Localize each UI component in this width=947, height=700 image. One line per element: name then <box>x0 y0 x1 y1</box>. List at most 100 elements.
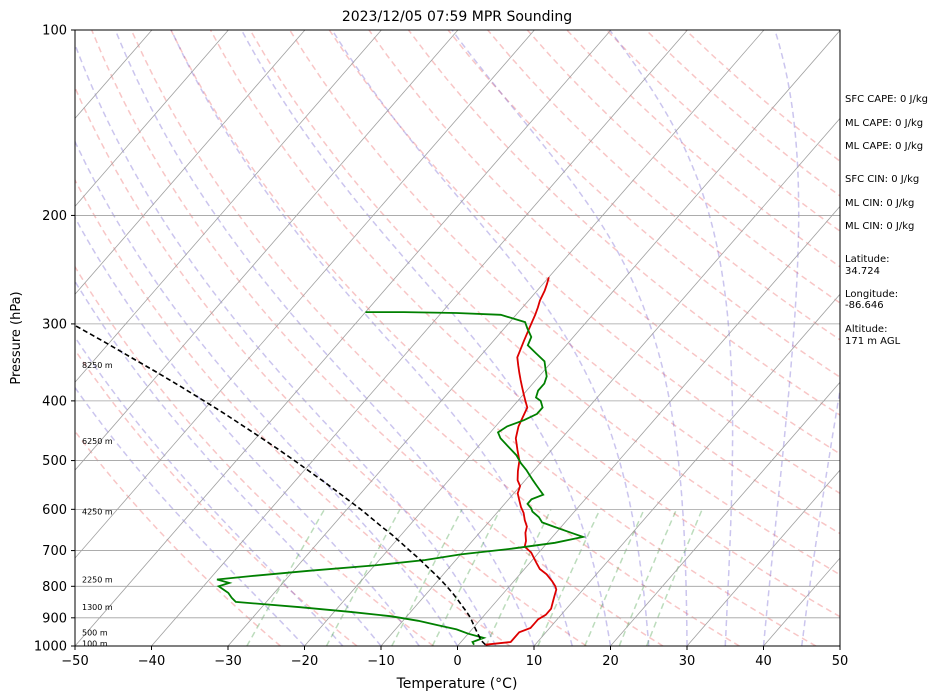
annotation-text: 171 m AGL <box>845 336 901 347</box>
moist-adiabat <box>114 30 535 646</box>
dry-adiabat <box>289 30 840 535</box>
isotherm <box>686 469 840 646</box>
dry-adiabat <box>170 30 817 646</box>
dry-adiabat <box>209 30 840 618</box>
moist-adiabat <box>75 42 497 646</box>
y-tick-label: 800 <box>42 580 67 595</box>
height-label: 100 m <box>82 639 108 648</box>
dry-adiabat <box>130 30 740 646</box>
isotherm <box>304 30 840 646</box>
isotherm <box>533 293 840 646</box>
annotation-text: SFC CIN: 0 J/kg <box>845 174 919 185</box>
height-label: 2250 m <box>82 576 113 585</box>
x-tick-label: −20 <box>291 654 318 669</box>
temperature-line <box>485 277 558 646</box>
y-tick-label: 600 <box>42 503 67 518</box>
background-lines <box>75 30 840 646</box>
y-tick-label: 100 <box>42 24 67 39</box>
annotation-text: Altitude: <box>845 324 887 335</box>
moist-adiabat <box>75 139 459 646</box>
annotation-text: ML CIN: 0 J/kg <box>845 221 914 232</box>
x-tick-label: −10 <box>367 654 394 669</box>
dry-adiabat <box>328 30 840 495</box>
moist-adiabat <box>75 216 420 646</box>
x-tick-label: 0 <box>453 654 461 669</box>
height-label: 6250 m <box>82 437 113 446</box>
annotation-text: Longitude: <box>845 289 898 300</box>
height-label: 4250 m <box>82 508 113 517</box>
x-tick-label: −40 <box>138 654 165 669</box>
x-tick-label: 50 <box>832 654 849 669</box>
dry-adiabat <box>75 178 511 646</box>
dry-adiabat <box>487 30 840 341</box>
dry-adiabat <box>75 265 434 646</box>
dry-adiabat <box>75 85 587 646</box>
y-tick-label: 500 <box>42 454 67 469</box>
x-tick-label: 30 <box>679 654 696 669</box>
height-labels: 100 m 500 m 1300 m 2250 m 4250 m 6250 m 8250 m <box>82 361 113 648</box>
x-tick-label: 40 <box>755 654 772 669</box>
x-axis-ticks: −50 −40 −30 −20 −10 0 10 20 30 40 50 <box>61 646 848 669</box>
y-tick-label: 400 <box>42 394 67 409</box>
annotation-text: Latitude: <box>845 254 890 265</box>
isotherm <box>75 30 459 471</box>
y-axis-ticks: 100 200 300 400 500 600 700 800 900 1000 <box>34 24 75 655</box>
moist-adiabat <box>331 30 650 646</box>
isotherm <box>610 381 840 646</box>
dry-adiabat <box>75 430 281 646</box>
isotherm <box>75 30 306 295</box>
x-tick-label: 10 <box>526 654 543 669</box>
pressure-gridlines <box>75 30 840 646</box>
moist-adiabat <box>801 385 840 646</box>
isotherm <box>75 30 535 559</box>
y-tick-label: 200 <box>42 209 67 224</box>
mixing-ratio-line <box>246 508 326 646</box>
annotation-text: ML CIN: 0 J/kg <box>845 198 914 209</box>
moist-adiabat <box>762 30 800 646</box>
mixing-ratio-line <box>391 508 463 646</box>
sounding-series <box>75 277 587 646</box>
annotation-text: SFC CAPE: 0 J/kg <box>845 94 928 105</box>
y-tick-label: 700 <box>42 544 67 559</box>
mixing-ratio-line <box>325 508 401 646</box>
moist-adiabat <box>75 335 344 646</box>
x-axis-label: Temperature (°C) <box>396 676 518 692</box>
dry-adiabat <box>368 30 840 455</box>
x-tick-label: −50 <box>61 654 88 669</box>
y-axis-label: Pressure (hPa) <box>9 291 24 384</box>
isotherm <box>75 30 382 383</box>
annotation-text: -86.646 <box>845 300 884 311</box>
y-tick-label: 300 <box>42 317 67 332</box>
dry-adiabat <box>91 30 664 646</box>
y-tick-label: 900 <box>42 611 67 626</box>
dry-adiabat <box>249 30 840 576</box>
height-label: 500 m <box>82 628 108 637</box>
moist-adiabat <box>451 30 688 646</box>
mixing-ratio-line <box>645 509 703 646</box>
isotherm <box>75 30 229 207</box>
mixing-ratio-line <box>431 508 501 646</box>
annotation-text: ML CAPE: 0 J/kg <box>845 118 923 129</box>
sounding-annotations: SFC CAPE: 0 J/kg ML CAPE: 0 J/kg ML CAPE: … <box>845 94 928 347</box>
moist-adiabat <box>240 30 612 646</box>
y-tick-label: 1000 <box>34 640 67 655</box>
x-tick-label: 20 <box>602 654 619 669</box>
x-tick-label: −30 <box>214 654 241 669</box>
height-label: 1300 m <box>82 603 113 612</box>
annotation-text: ML CAPE: 0 J/kg <box>845 141 923 152</box>
moist-adiabat <box>608 30 734 646</box>
annotation-text: 34.724 <box>845 266 880 277</box>
dry-adiabat <box>447 30 840 379</box>
moist-adiabat <box>75 386 306 646</box>
isotherm <box>75 30 612 646</box>
isotherm <box>227 30 765 646</box>
height-label: 8250 m <box>82 361 113 370</box>
dewpoint-line <box>216 311 587 646</box>
isotherm <box>380 117 840 646</box>
mixing-ratio-line <box>537 508 601 646</box>
moist-adiabat <box>170 30 574 646</box>
dry-adiabat <box>407 30 840 417</box>
chart-title: 2023/12/05 07:59 MPR Sounding <box>342 9 572 25</box>
isotherm <box>151 30 688 646</box>
